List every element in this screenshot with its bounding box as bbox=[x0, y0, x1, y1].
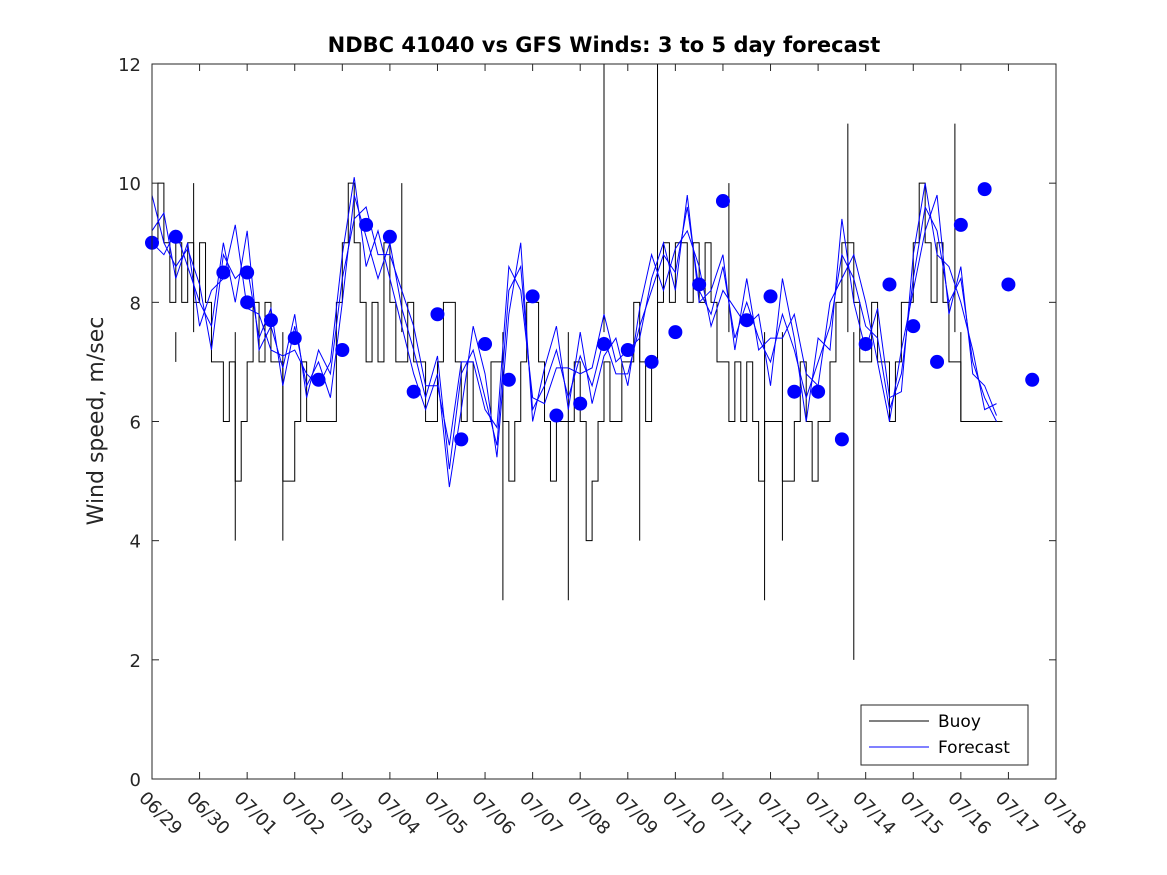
y-tick-label: 12 bbox=[118, 55, 141, 76]
forecast-marker bbox=[858, 337, 873, 352]
y-tick-label: 6 bbox=[130, 413, 141, 434]
plot-area bbox=[145, 63, 1057, 780]
forecast-marker bbox=[525, 289, 540, 304]
forecast-marker bbox=[692, 277, 707, 292]
y-axis-ticks: 0 2 4 6 8 10 12 bbox=[118, 55, 1056, 791]
forecast-marker bbox=[1025, 372, 1040, 387]
forecast-marker bbox=[620, 343, 635, 357]
forecast-marker bbox=[168, 229, 183, 244]
forecast-marker bbox=[953, 217, 968, 232]
forecast-marker bbox=[240, 295, 255, 310]
forecast-marker bbox=[763, 289, 778, 304]
forecast-marker bbox=[263, 313, 278, 328]
forecast-marker bbox=[715, 194, 730, 209]
chart-title: NDBC 41040 vs GFS Winds: 3 to 5 day fore… bbox=[328, 33, 881, 57]
forecast-marker bbox=[977, 182, 992, 197]
y-tick-label: 8 bbox=[130, 293, 141, 314]
forecast-marker bbox=[382, 229, 397, 244]
legend-box bbox=[860, 704, 1029, 766]
forecast-marker bbox=[454, 432, 469, 447]
forecast-marker bbox=[882, 277, 897, 292]
forecast-marker bbox=[549, 408, 564, 423]
forecast-marker bbox=[811, 384, 826, 399]
forecast-marker bbox=[335, 343, 350, 357]
forecast-markers bbox=[145, 182, 1040, 447]
y-tick-label: 0 bbox=[130, 770, 141, 791]
y-tick-label: 10 bbox=[118, 174, 141, 195]
y-tick-label: 4 bbox=[130, 532, 141, 553]
forecast-marker bbox=[739, 313, 754, 328]
forecast-marker bbox=[597, 337, 611, 352]
forecast-marker bbox=[930, 354, 945, 369]
forecast-marker bbox=[359, 217, 374, 232]
forecast-marker bbox=[501, 372, 516, 387]
forecast-marker bbox=[1001, 277, 1016, 292]
forecast-marker bbox=[287, 331, 302, 346]
forecast-marker bbox=[644, 354, 659, 369]
legend-forecast-label: Forecast bbox=[938, 738, 1010, 758]
legend: Buoy Forecast bbox=[860, 704, 1029, 766]
forecast-marker bbox=[311, 372, 326, 387]
forecast-marker bbox=[906, 319, 921, 334]
forecast-marker bbox=[430, 307, 445, 322]
forecast-marker bbox=[240, 265, 255, 280]
forecast-marker bbox=[573, 396, 588, 411]
forecast-marker bbox=[478, 337, 493, 352]
forecast-marker bbox=[787, 384, 802, 399]
forecast-marker bbox=[406, 384, 421, 399]
forecast-line bbox=[151, 194, 997, 446]
forecast-marker bbox=[834, 432, 849, 447]
y-axis-label: Wind speed, m/sec bbox=[84, 317, 109, 526]
forecast-marker bbox=[668, 325, 683, 340]
forecast-marker bbox=[216, 265, 231, 280]
y-tick-label: 2 bbox=[130, 651, 141, 672]
legend-buoy-label: Buoy bbox=[938, 712, 981, 732]
